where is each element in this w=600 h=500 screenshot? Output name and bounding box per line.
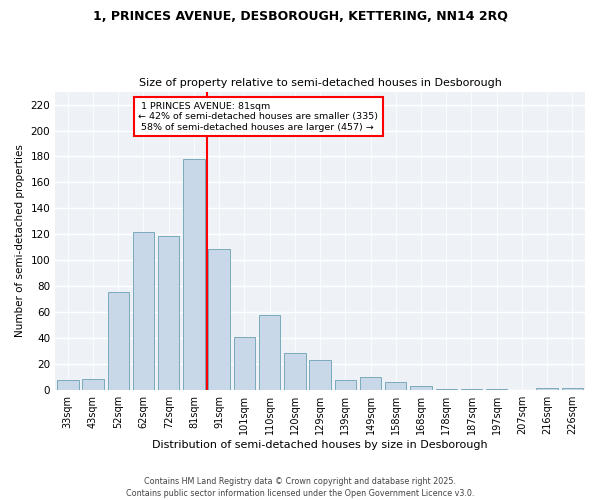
Bar	[562, 388, 583, 390]
Bar	[486, 389, 508, 390]
Bar	[536, 388, 558, 390]
Bar	[208, 248, 230, 390]
Text: 1, PRINCES AVENUE, DESBOROUGH, KETTERING, NN14 2RQ: 1, PRINCES AVENUE, DESBOROUGH, KETTERING…	[92, 10, 508, 23]
Bar	[233, 337, 255, 390]
Bar	[107, 292, 129, 390]
Bar	[385, 382, 406, 390]
Bar	[82, 378, 104, 390]
Y-axis label: Number of semi-detached properties: Number of semi-detached properties	[15, 144, 25, 338]
Bar	[310, 360, 331, 390]
Bar	[183, 159, 205, 390]
Bar	[158, 236, 179, 390]
X-axis label: Distribution of semi-detached houses by size in Desborough: Distribution of semi-detached houses by …	[152, 440, 488, 450]
Bar	[461, 389, 482, 390]
Text: Contains HM Land Registry data © Crown copyright and database right 2025.
Contai: Contains HM Land Registry data © Crown c…	[126, 476, 474, 498]
Bar	[436, 389, 457, 390]
Bar	[360, 377, 381, 390]
Title: Size of property relative to semi-detached houses in Desborough: Size of property relative to semi-detach…	[139, 78, 502, 88]
Bar	[410, 386, 432, 390]
Bar	[57, 380, 79, 390]
Bar	[335, 380, 356, 390]
Bar	[259, 315, 280, 390]
Bar	[284, 352, 305, 390]
Bar	[133, 232, 154, 390]
Text: 1 PRINCES AVENUE: 81sqm
← 42% of semi-detached houses are smaller (335)
 58% of : 1 PRINCES AVENUE: 81sqm ← 42% of semi-de…	[139, 102, 379, 132]
